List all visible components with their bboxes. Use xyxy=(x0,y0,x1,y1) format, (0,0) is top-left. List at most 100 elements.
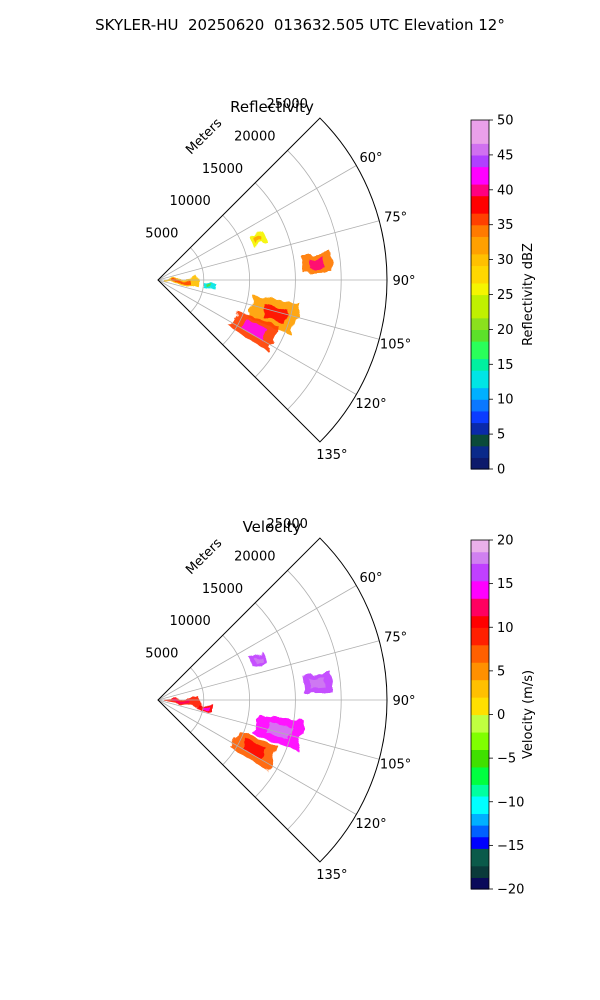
azimuth-tick-label: 90° xyxy=(392,274,415,289)
colorbar-segment xyxy=(471,434,489,441)
azimuth-spoke xyxy=(157,279,380,340)
colorbar-segment xyxy=(471,183,489,191)
colorbar-segment xyxy=(471,143,489,150)
colorbar-tick-label: 25 xyxy=(497,288,514,303)
figure-title: SKYLER-HU 20250620 013632.505 UTC Elevat… xyxy=(95,16,505,34)
colorbar-segment xyxy=(471,737,489,745)
azimuth-tick-label: 120° xyxy=(355,397,386,412)
colorbar-segment xyxy=(471,428,489,435)
colorbar-segment xyxy=(471,335,489,342)
velocity-range-ticks: 5000 10000 15000 20000 25000 xyxy=(145,517,308,662)
colorbar-segment xyxy=(471,592,489,599)
velocity-frame xyxy=(157,537,388,863)
colorbar-tick-label: 30 xyxy=(497,253,514,268)
reflectivity-panel: Reflectivity 5000 10000 15000 20000 25000 60… xyxy=(145,97,536,477)
colorbar-segment xyxy=(471,445,489,453)
velocity-colorbar-label: Velocity (m/s) xyxy=(521,670,536,759)
colorbar-segment xyxy=(471,201,489,208)
colorbar-segment xyxy=(471,311,489,319)
colorbar-segment xyxy=(471,393,489,400)
range-tick-label: 10000 xyxy=(169,194,210,209)
colorbar-segment xyxy=(471,213,489,220)
range-tick-label: 5000 xyxy=(145,647,178,662)
colorbar-segment xyxy=(471,697,489,704)
colorbar-segment xyxy=(471,685,489,692)
colorbar-segment xyxy=(471,743,489,750)
colorbar-tick-label: −10 xyxy=(497,795,524,810)
colorbar-tick-label: 20 xyxy=(497,534,514,549)
echo-core xyxy=(200,705,210,710)
colorbar-tick-label: 50 xyxy=(497,114,514,129)
colorbar-segment xyxy=(471,323,489,330)
velocity-radial-label: Meters xyxy=(183,536,225,578)
colorbar-segment xyxy=(471,137,489,144)
azimuth-tick-label: 105° xyxy=(380,758,411,773)
colorbar-segment xyxy=(471,871,489,878)
colorbar-segment xyxy=(471,288,489,296)
colorbar-tick-label: 15 xyxy=(497,577,514,592)
colorbar-segment xyxy=(471,166,489,173)
reflectivity-colorbar-label: Reflectivity dBZ xyxy=(521,243,536,346)
echo-core xyxy=(242,739,267,760)
colorbar-segment xyxy=(471,755,489,762)
colorbar-segment xyxy=(471,586,489,593)
sector-outline xyxy=(157,117,388,443)
colorbar-segment xyxy=(471,859,489,867)
colorbar-segment xyxy=(471,131,489,139)
colorbar-segment xyxy=(471,569,489,576)
colorbar-segment xyxy=(471,557,489,564)
colorbar-segment xyxy=(471,662,489,669)
colorbar-segment xyxy=(471,795,489,803)
colorbar-segment xyxy=(471,387,489,394)
colorbar-segment xyxy=(471,679,489,687)
azimuth-tick-label: 135° xyxy=(316,868,347,883)
azimuth-tick-label: 60° xyxy=(359,151,382,166)
colorbar-segment xyxy=(471,726,489,733)
colorbar-segment xyxy=(471,551,489,559)
azimuth-tick-label: 120° xyxy=(355,817,386,832)
colorbar-tick-label: 0 xyxy=(497,708,505,723)
colorbar-segment xyxy=(471,451,489,458)
colorbar-segment xyxy=(471,731,489,739)
velocity-panel: Velocity 5000 10000 15000 20000 25000 60° 75°… xyxy=(145,517,536,897)
colorbar-tick-label: 20 xyxy=(497,323,514,338)
colorbar-segment xyxy=(471,178,489,185)
azimuth-tick-label: 90° xyxy=(392,694,415,709)
colorbar-segment xyxy=(471,149,489,156)
echo-core xyxy=(205,283,213,288)
colorbar-tick-label: −15 xyxy=(497,839,524,854)
velocity-colorbar: −20 −15 −10 −5 0 5 10 15 20 xyxy=(470,534,524,898)
colorbar-segment xyxy=(471,540,489,547)
colorbar-segment xyxy=(471,463,489,470)
colorbar-segment xyxy=(471,457,489,464)
colorbar-segment xyxy=(471,603,489,611)
colorbar-segment xyxy=(471,375,489,383)
colorbar-segment xyxy=(471,545,489,553)
colorbar-segment xyxy=(471,638,489,646)
reflectivity-radial-label: Meters xyxy=(183,116,225,158)
range-tick-label: 20000 xyxy=(234,130,275,145)
colorbar-segment xyxy=(471,300,489,307)
colorbar-segment xyxy=(471,656,489,663)
azimuth-spoke xyxy=(157,640,380,701)
range-tick-label: 20000 xyxy=(234,550,275,565)
colorbar-segment xyxy=(471,422,489,429)
azimuth-spoke xyxy=(157,699,357,815)
colorbar-segment xyxy=(471,352,489,360)
colorbar-segment xyxy=(471,766,489,774)
colorbar-segment xyxy=(471,644,489,652)
colorbar-segment xyxy=(471,574,489,582)
colorbar-segment xyxy=(471,865,489,873)
colorbar-segment xyxy=(471,598,489,605)
colorbar-segment xyxy=(471,813,489,820)
colorbar-segment xyxy=(471,247,489,255)
colorbar-segment xyxy=(471,778,489,785)
colorbar-segment xyxy=(471,416,489,424)
colorbar-segment xyxy=(471,271,489,278)
azimuth-tick-label: 60° xyxy=(359,571,382,586)
colorbar-segment xyxy=(471,667,489,675)
colorbar-segment xyxy=(471,714,489,721)
colorbar-segment xyxy=(471,381,489,389)
colorbar-segment xyxy=(471,224,489,232)
colorbar-segment xyxy=(471,253,489,261)
